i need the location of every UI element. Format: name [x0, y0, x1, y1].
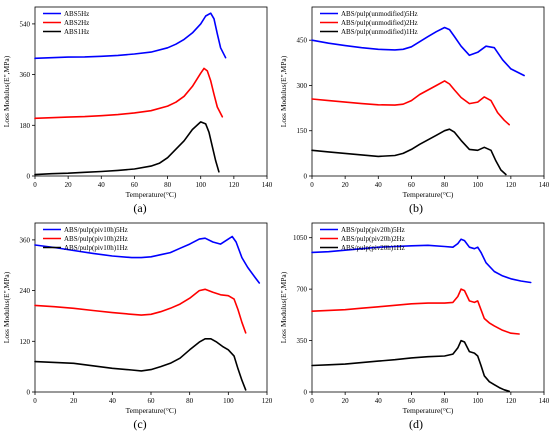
- y-tick-label: 360: [20, 236, 31, 244]
- plot-frame: [311, 6, 545, 177]
- y-axis-label: Loss Modulus(E",MPa): [279, 271, 288, 343]
- x-tick-label: 20: [342, 397, 350, 405]
- x-tick-label: 100: [223, 397, 234, 405]
- series-line-2: [34, 67, 224, 120]
- legend-entry: ABS/pulp(piv20h)1Hz: [341, 244, 405, 252]
- x-tick-label: 0: [33, 397, 37, 405]
- x-tick-label: 140: [539, 181, 550, 189]
- legend-entry: ABS/pulp(unmodified)2Hz: [341, 19, 418, 27]
- legend-entry: ABS/pulp(piv10h)2Hz: [64, 235, 128, 243]
- y-tick-label: 350: [297, 337, 308, 345]
- y-tick-label: 0: [304, 389, 308, 397]
- x-tick-label: 120: [506, 181, 517, 189]
- x-tick-label: 80: [441, 397, 449, 405]
- chart-panel-1: 0 20 40 60 80 100 120 140 0 180 360 540 Temperature(…: [2, 6, 273, 215]
- x-tick-label: 60: [408, 181, 416, 189]
- x-tick-label: 140: [262, 181, 273, 189]
- x-tick-label: 40: [98, 181, 106, 189]
- panel-caption: (b): [409, 201, 423, 215]
- x-tick-label: 40: [109, 397, 117, 405]
- series-line-2: [34, 288, 247, 334]
- x-tick-label: 120: [262, 397, 273, 405]
- panel-caption: (d): [409, 417, 423, 431]
- y-tick-label: 360: [20, 71, 31, 79]
- x-tick-label: 80: [186, 397, 194, 405]
- y-tick-label: 0: [304, 173, 308, 181]
- y-tick-label: 120: [20, 338, 31, 346]
- series-line-2: [311, 288, 520, 335]
- x-tick-label: 60: [408, 397, 416, 405]
- chart-panel-2: 0 20 40 60 80 100 120 140 0 150 300 450 Temperature(…: [279, 6, 550, 215]
- series-line-1: [34, 235, 261, 284]
- series-line-3: [34, 121, 220, 176]
- x-tick-label: 80: [441, 181, 449, 189]
- x-tick-label: 100: [195, 181, 206, 189]
- x-tick-label: 80: [164, 181, 172, 189]
- legend-entry: ABS/pulp(piv10h)1Hz: [64, 244, 128, 252]
- y-tick-label: 0: [27, 389, 31, 397]
- panel-caption: (a): [133, 201, 146, 215]
- x-tick-label: 0: [310, 181, 314, 189]
- x-axis-label: Temperature(°C): [403, 190, 454, 199]
- x-tick-label: 20: [65, 181, 73, 189]
- legend-entry: ABS/pulp(unmodified)5Hz: [341, 10, 418, 18]
- legend-entry: ABS2Hz: [64, 19, 89, 27]
- x-tick-label: 60: [148, 397, 156, 405]
- legend-entry: ABS/pulp(unmodified)1Hz: [341, 28, 418, 36]
- y-tick-label: 150: [297, 127, 308, 135]
- legend-entry: ABS1Hz: [64, 28, 89, 36]
- x-axis-label: Temperature(°C): [126, 406, 177, 415]
- x-tick-label: 40: [375, 181, 383, 189]
- x-tick-label: 140: [539, 397, 550, 405]
- y-tick-label: 0: [27, 173, 31, 181]
- y-tick-label: 240: [20, 287, 31, 295]
- panel-caption: (c): [133, 417, 146, 431]
- x-tick-label: 0: [310, 397, 314, 405]
- y-tick-label: 450: [297, 37, 308, 45]
- y-axis-label: Loss Modulus(E",MPa): [2, 55, 11, 127]
- x-axis-label: Temperature(°C): [403, 406, 454, 415]
- x-tick-label: 20: [70, 397, 78, 405]
- x-tick-label: 20: [342, 181, 350, 189]
- x-tick-label: 60: [131, 181, 139, 189]
- series-line-1: [34, 12, 227, 60]
- chart-panel-4: 0 20 40 60 80 100 120 140 0 350 700 1050 Temperature…: [279, 222, 550, 431]
- series-line-3: [311, 128, 507, 176]
- legend-entry: ABS/pulp(piv10h)5Hz: [64, 226, 128, 234]
- legend-entry: ABS/pulp(piv20h)2Hz: [341, 235, 405, 243]
- legend-entry: ABS/pulp(piv20h)5Hz: [341, 226, 405, 234]
- x-tick-label: 100: [472, 397, 483, 405]
- plot-frame: [34, 6, 268, 177]
- x-tick-label: 120: [229, 181, 240, 189]
- y-axis-label: Loss Modulus(E",MPa): [2, 271, 11, 343]
- y-tick-label: 1050: [293, 234, 308, 242]
- series-line-3: [311, 339, 511, 393]
- legend-entry: ABS5Hz: [64, 10, 89, 18]
- x-axis-label: Temperature(°C): [126, 190, 177, 199]
- y-tick-label: 180: [20, 122, 31, 130]
- series-line-2: [311, 80, 511, 126]
- chart-panel-3: 0 20 40 60 80 100 120 0 120 240 360 Temperature(°C)…: [2, 222, 273, 431]
- x-tick-label: 0: [33, 181, 37, 189]
- x-tick-label: 40: [375, 397, 383, 405]
- series-line-1: [311, 238, 532, 284]
- y-tick-label: 540: [20, 20, 31, 28]
- plot-frame: [311, 222, 545, 393]
- x-tick-label: 100: [472, 181, 483, 189]
- x-tick-label: 120: [506, 397, 517, 405]
- y-tick-label: 300: [297, 82, 308, 90]
- series-line-1: [311, 26, 525, 77]
- series-line-3: [34, 337, 247, 391]
- y-axis-label: Loss Modulus(E",MPa): [279, 55, 288, 127]
- y-tick-label: 700: [297, 286, 308, 294]
